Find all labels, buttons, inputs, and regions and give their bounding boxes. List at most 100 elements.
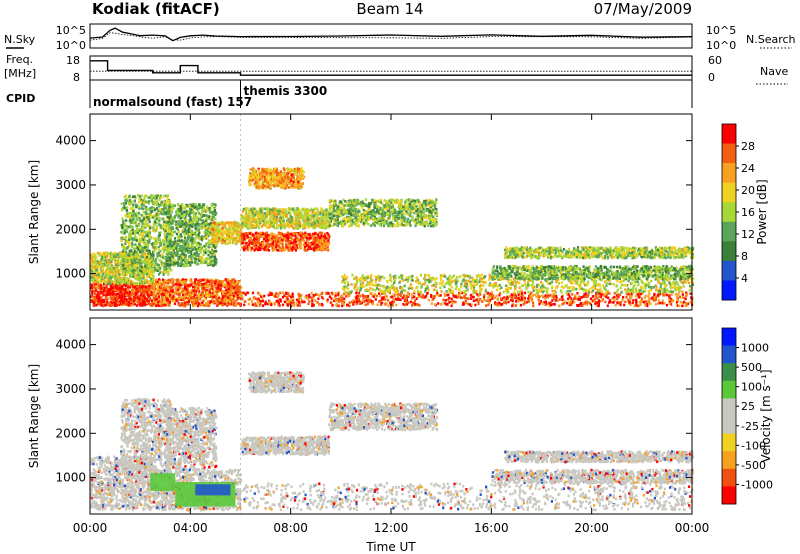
scatter-cell [165,221,168,224]
scatter-cell [121,265,124,269]
scatter-cell [196,300,199,304]
scatter-cell [126,270,129,274]
scatter-cell [132,283,135,286]
scatter-cell [96,251,99,255]
scatter-cell [149,207,152,210]
scatter-cell [118,283,122,286]
scatter-cell [142,276,145,280]
scatter-cell [128,259,131,262]
scatter-cell [314,231,317,235]
scatter-cell [177,222,180,226]
scatter-cell [105,252,108,256]
scatter-cell [251,234,255,237]
scatter-cell [298,242,301,245]
scatter-cell [166,241,169,245]
scatter-cell [104,262,107,266]
scatter-cell [126,292,130,296]
scatter-cell [221,235,225,239]
scatter-cell [216,234,219,238]
scatter-cell [190,241,193,245]
scatter-cell [233,278,236,281]
scatter-cell [143,201,146,205]
scatter-cell [128,296,131,300]
scatter-cell [93,265,97,269]
scatter-cell [188,204,191,208]
scatter-cell [121,292,124,296]
scatter-cell [114,262,117,266]
scatter-cell [122,246,126,249]
scatter-cell [230,285,233,289]
scatter-cell [143,217,146,221]
scatter-cell [148,295,151,298]
scatter-cell [139,273,142,277]
scatter-cell [190,221,193,225]
scatter-cell [202,261,205,264]
scatter-cell [196,243,199,246]
scatter-cell [210,246,213,250]
scatter-cell [270,234,273,238]
scatter-cell [121,243,124,246]
scatter-cell [192,219,195,222]
scatter-cell [135,219,138,223]
scatter-cell [102,303,105,307]
scatter-cell [139,299,142,302]
nsky-label: N.Sky [4,33,36,46]
scatter-cell [152,271,155,274]
scatter-cell [138,218,141,221]
scatter-cell [126,199,129,202]
scatter-cell [103,304,106,307]
scatter-cell [123,276,126,279]
scatter-cell [150,256,153,259]
scatter-cell [103,276,107,279]
scatter-cell [93,301,96,305]
scatter-cell [167,267,170,271]
scatter-cell [141,235,144,239]
scatter-cell [188,224,191,227]
scatter-cell [131,289,134,292]
scatter-cell [101,255,104,259]
scatter-cell [136,211,139,215]
scatter-cell [160,211,163,215]
scatter-cell [169,228,172,232]
scatter-cell [111,290,114,294]
scatter-cell [172,295,175,298]
scatter-cell [103,256,107,259]
scatter-cell [221,299,224,303]
scatter-cell [185,260,188,264]
scatter-cell [148,257,151,261]
scatter-cell [276,248,279,252]
scatter-cell [176,280,179,283]
scatter-cell [133,200,136,203]
scatter-cell [177,203,180,207]
scatter-cell [147,212,150,216]
scatter-cell [146,244,149,247]
scatter-cell [327,241,330,245]
scatter-cell [118,271,121,274]
scatter-cell [159,226,162,229]
scatter-cell [118,277,121,280]
scatter-cell [90,273,93,277]
scatter-cell [97,264,100,267]
scatter-cell [227,278,230,281]
scatter-cell [150,286,153,290]
scatter-cell [128,278,131,282]
scatter-cell [158,204,161,208]
scatter-cell [96,281,99,284]
scatter-cell [134,243,137,246]
scatter-cell [117,279,120,282]
scatter-cell [197,210,200,213]
scatter-cell [138,242,141,246]
scatter-cell [129,272,132,275]
scatter-cell [135,225,138,228]
scatter-cell [146,272,149,276]
scatter-cell [155,257,158,261]
scatter-cell [296,236,299,239]
scatter-cell [177,230,180,234]
scatter-cell [122,288,125,291]
scatter-cell [155,242,158,246]
scatter-cell [156,269,159,272]
scatter-cell [102,285,105,289]
scatter-cell [118,287,121,290]
scatter-cell [98,282,101,286]
scatter-cell [123,298,126,302]
